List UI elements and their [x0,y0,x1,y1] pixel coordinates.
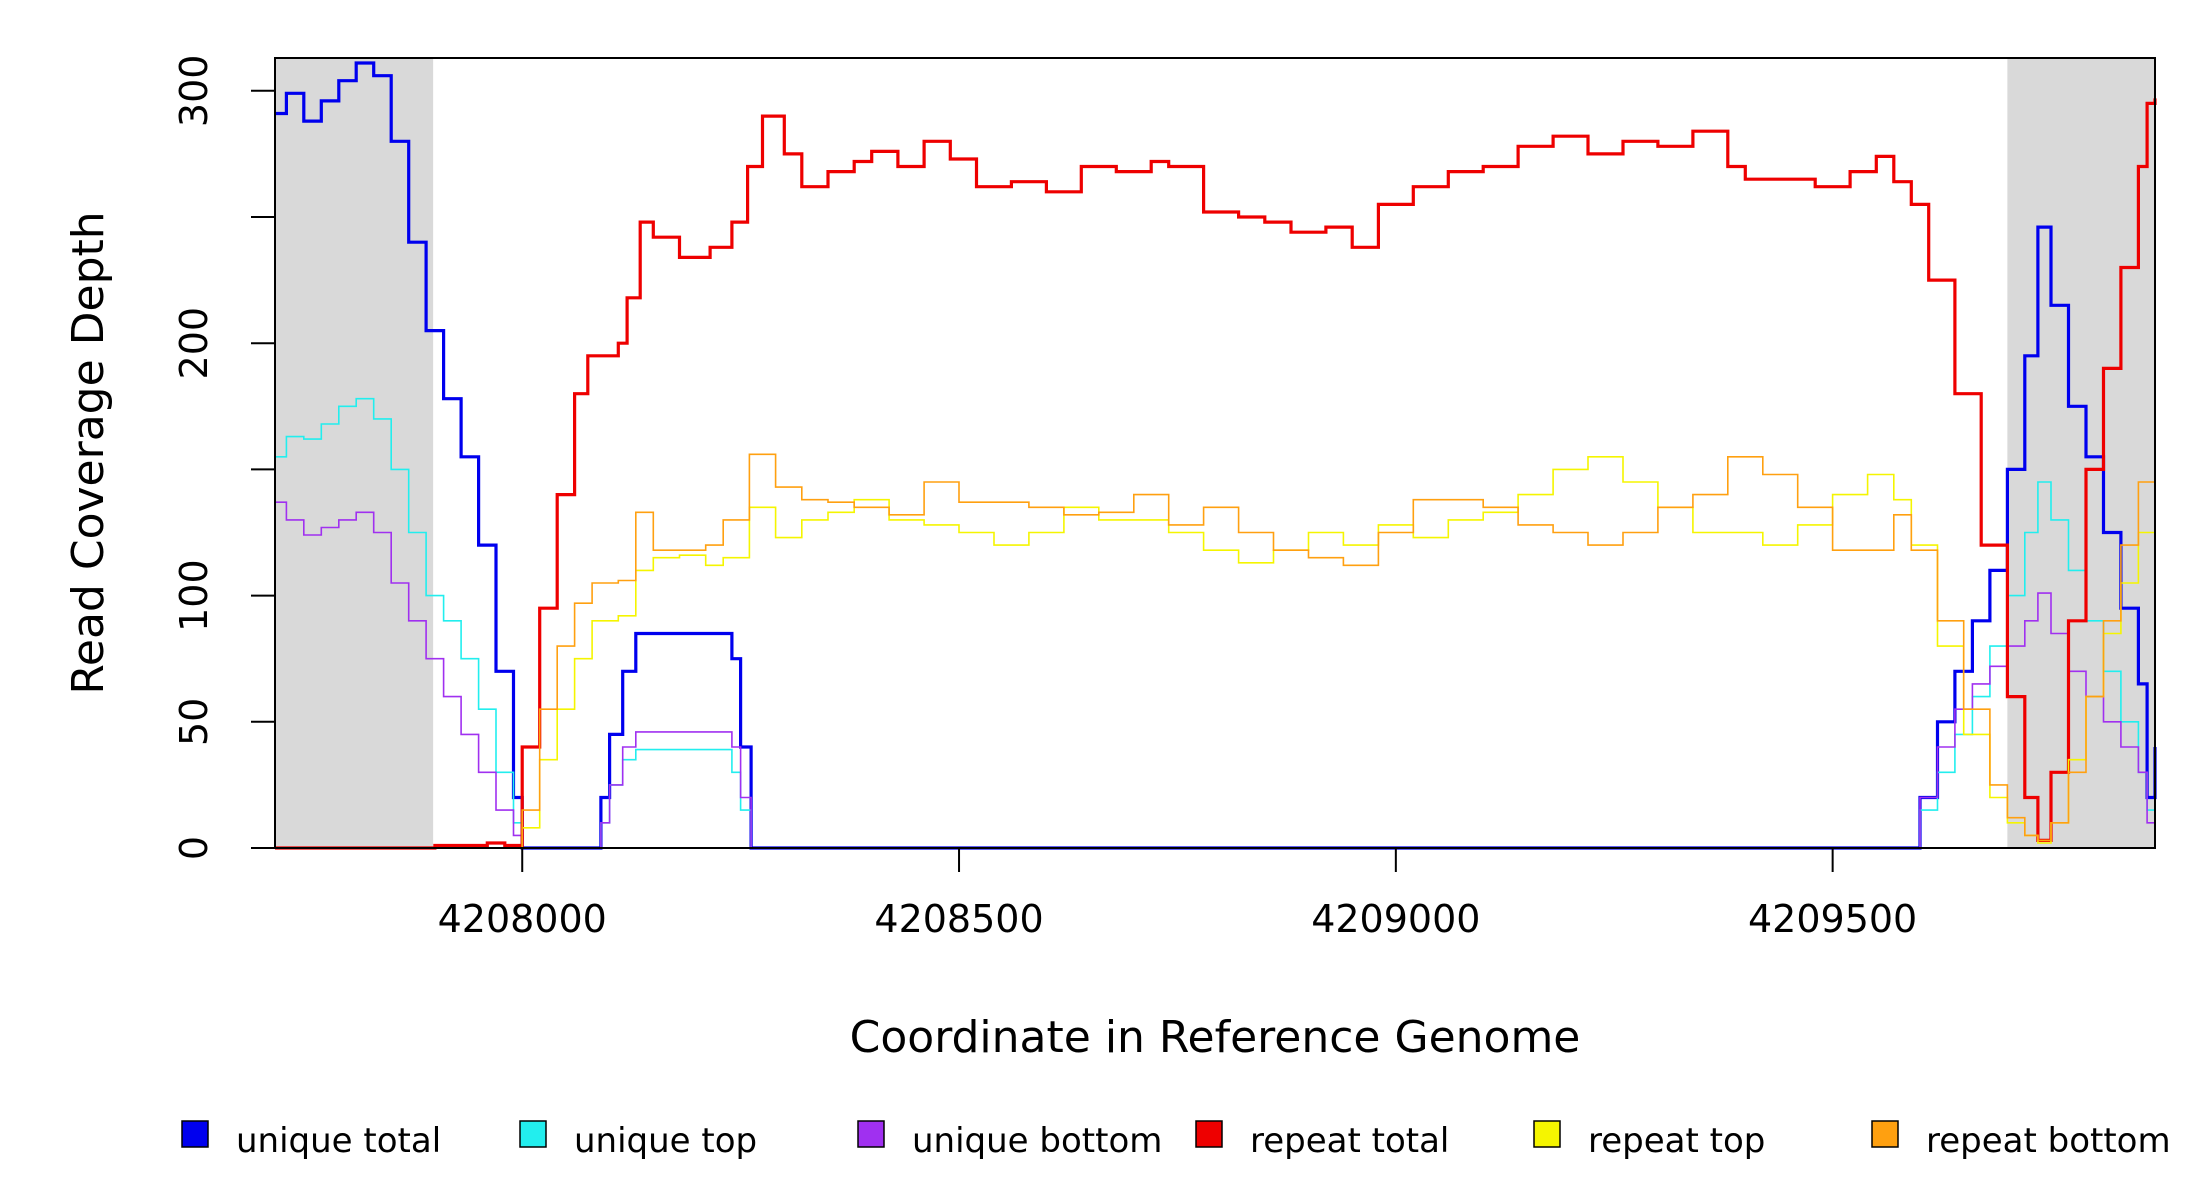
legend-label: repeat total [1250,1121,1449,1161]
y-axis-title: Read Coverage Depth [63,211,114,694]
shaded-region-1 [275,58,434,848]
x-tick-label: 4208000 [438,897,607,941]
series-lines [275,61,2157,850]
series-line-unique-bottom [275,501,2156,849]
shaded-regions [275,58,2155,848]
legend-swatch [519,1120,547,1148]
y-tick-label: 200 [172,307,216,380]
y-tick-label: 300 [172,55,216,128]
legend-swatch [857,1120,885,1148]
legend-label: unique total [236,1121,441,1161]
x-tick-label: 4208500 [874,897,1043,941]
series-line-repeat-top [275,456,2156,849]
legend-item-unique-total: unique total [181,1120,441,1161]
legend-item-repeat-total: repeat total [1195,1120,1449,1161]
legend-swatch [1533,1120,1561,1148]
x-axis-title: Coordinate in Reference Genome [850,1012,1581,1063]
legend-item-repeat-bottom: repeat bottom [1871,1120,2171,1161]
legend-label: repeat top [1588,1121,1765,1161]
x-tick-label: 4209000 [1311,897,1480,941]
legend-label: unique top [574,1121,757,1161]
legend-swatch [181,1120,209,1148]
y-tick-label: 100 [172,559,216,632]
legend-item-repeat-top: repeat top [1533,1120,1765,1161]
legend: unique total unique top unique bottom repea… [181,1120,2171,1161]
legend-item-unique-top: unique top [519,1120,757,1161]
series-line-unique-total [275,61,2157,850]
legend-label: unique bottom [912,1121,1162,1161]
y-tick-label: 50 [172,698,216,746]
legend-label: repeat bottom [1926,1121,2171,1161]
plot-frame [274,57,2156,849]
x-tick-label: 4209500 [1748,897,1917,941]
x-axis: 4208000 4208500 4209000 4209500 [438,848,1917,941]
series-line-repeat-bottom [275,436,2156,849]
series-line-repeat-total [275,98,2157,850]
y-tick-label: 0 [172,836,216,860]
legend-swatch [1871,1120,1899,1148]
series-line-unique-top [275,397,2156,849]
shaded-region-2 [2007,58,2155,848]
legend-item-unique-bottom: unique bottom [857,1120,1162,1161]
legend-swatch [1195,1120,1223,1148]
y-axis: 0 50 100 200 300 [172,55,275,860]
